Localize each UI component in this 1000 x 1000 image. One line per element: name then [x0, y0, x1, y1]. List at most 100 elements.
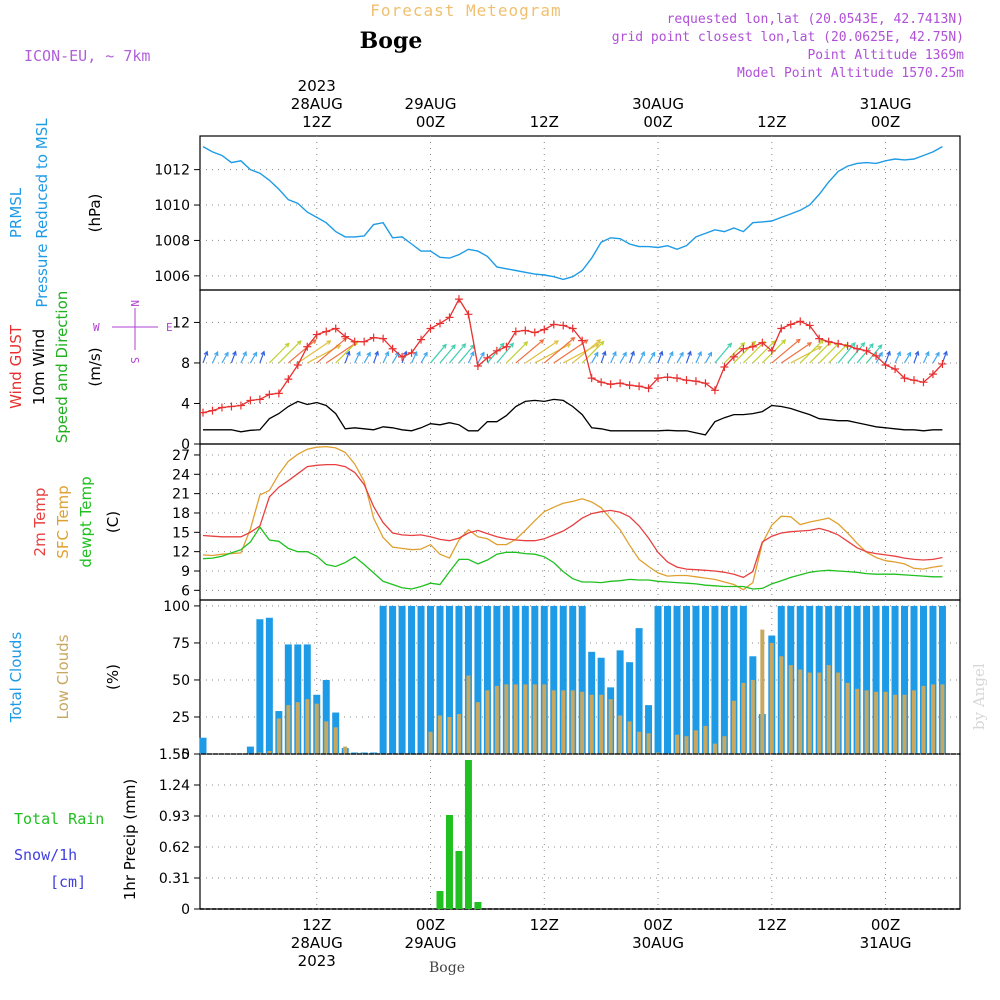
gust-marker	[805, 321, 814, 330]
low-cloud-bar	[257, 752, 262, 754]
total-cloud-bar	[919, 605, 927, 754]
y-tick-label: 6	[181, 583, 190, 599]
panel-label: Low Clouds	[54, 634, 72, 719]
low-cloud-bar	[570, 690, 575, 754]
low-cloud-bar	[542, 684, 547, 754]
panel-label: Pressure Reduced to MSL	[33, 118, 51, 308]
wind-arrow	[875, 352, 883, 364]
wind-arrow-head	[326, 340, 332, 345]
total-cloud-bar	[246, 746, 254, 754]
total-cloud-bar	[635, 628, 643, 754]
gust-marker	[777, 324, 786, 333]
rain-bar	[445, 815, 453, 909]
wind-arrow	[761, 339, 786, 364]
gust-marker	[748, 342, 757, 351]
wind-arrow	[486, 343, 505, 364]
total-cloud-bar	[379, 605, 387, 754]
wind-arrow	[742, 341, 766, 364]
wind-arrow	[373, 351, 379, 364]
gust-marker	[644, 384, 653, 393]
wind-arrow	[230, 351, 237, 364]
wind-arrow	[913, 351, 919, 364]
wind-arrow-head	[924, 350, 930, 357]
gust-marker	[767, 346, 776, 355]
y-tick-label: 0	[181, 747, 190, 763]
wind-arrow	[657, 351, 663, 364]
total-cloud-bar	[483, 605, 491, 754]
total-cloud-bar	[853, 605, 861, 754]
wind-arrow	[847, 342, 865, 364]
y-axis-label: (%)	[104, 664, 122, 690]
wind-arrow	[610, 351, 617, 364]
low-cloud-bar	[703, 725, 708, 754]
gust-marker	[199, 408, 207, 417]
wind-arrow	[458, 344, 475, 364]
gust-marker	[369, 333, 378, 342]
wind-arrow-head	[869, 343, 874, 349]
wind-arrow	[249, 352, 257, 364]
total-cloud-bar	[673, 605, 681, 754]
rain-bar	[436, 891, 444, 909]
low-cloud-bar	[438, 715, 442, 754]
wind-arrow	[543, 337, 575, 364]
wind-arrow	[581, 341, 605, 364]
panel-temperature: 6 9 12 15 18 21 24 27 2m Temp SFC Temp dewpt Temp (…	[31, 443, 961, 601]
panel-frame	[199, 753, 961, 910]
wind-arrow	[325, 341, 357, 364]
wind-arrow-head	[751, 340, 757, 346]
wind-arrow-head	[707, 351, 713, 357]
y-tick-label: 100	[163, 599, 190, 615]
gust-marker	[265, 390, 274, 399]
snow-unit: [cm]	[50, 873, 86, 891]
total-cloud-bar	[417, 605, 425, 754]
time-label: 12Z	[302, 113, 331, 131]
panel-label: dewpt Temp	[77, 476, 95, 567]
wind-arrow-head	[612, 350, 617, 357]
low-cloud-bar	[589, 694, 594, 754]
total-cloud-bar	[521, 605, 529, 754]
gust-marker	[824, 337, 833, 346]
wind-arrow	[354, 351, 361, 364]
gust-marker	[312, 330, 321, 339]
low-cloud-bar	[494, 685, 499, 754]
time-label: 29AUG	[405, 934, 457, 952]
low-cloud-bar	[580, 691, 585, 754]
low-cloud-bar	[722, 736, 727, 754]
gust-marker	[464, 310, 473, 319]
gust-marker	[928, 370, 937, 379]
gust-marker	[701, 379, 710, 388]
low-cloud-bar	[779, 656, 784, 754]
series-line-sfc-temp	[202, 445, 943, 591]
total-cloud-bar	[493, 605, 501, 754]
low-cloud-bar	[807, 672, 812, 754]
series-line-gust	[202, 297, 943, 414]
wind-arrow-head	[213, 350, 219, 357]
series-line-prmsl	[202, 145, 943, 281]
low-cloud-bar	[855, 688, 860, 754]
low-cloud-bar	[788, 665, 793, 754]
panel-frame	[199, 135, 961, 291]
low-cloud-bar	[731, 700, 736, 754]
total-cloud-bar	[445, 605, 453, 754]
total-cloud-bar	[844, 605, 852, 754]
y-tick-label: 15	[172, 525, 190, 541]
series-line-10m-wind	[203, 398, 943, 436]
y-tick-label: 50	[172, 673, 190, 689]
gust-marker	[502, 342, 511, 351]
low-cloud-bar	[428, 731, 433, 754]
total-cloud-bar	[929, 605, 937, 754]
gust-marker	[530, 328, 539, 337]
gust-marker	[426, 324, 435, 333]
wind-arrow-head	[596, 339, 602, 344]
wind-arrow-head	[296, 340, 302, 346]
total-cloud-bar	[654, 605, 662, 754]
wind-arrow-head	[442, 343, 447, 349]
total-cloud-bar	[531, 605, 539, 754]
wind-arrow-head	[640, 350, 646, 357]
y-tick-label: 12	[172, 545, 190, 561]
total-cloud-bar	[730, 605, 738, 754]
low-cloud-bar	[864, 690, 869, 754]
rain-bar	[464, 760, 472, 909]
wind-arrow	[221, 352, 229, 364]
time-label: 12Z	[530, 113, 559, 131]
